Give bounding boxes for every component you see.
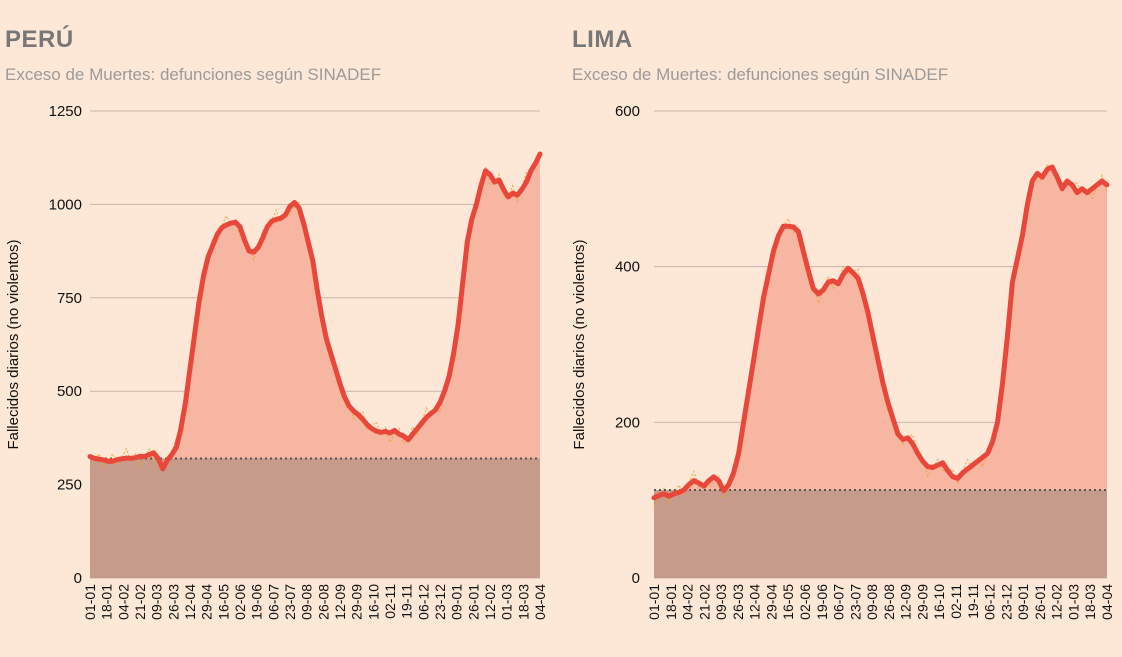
lima-x-tick-label: 26-03	[730, 584, 746, 620]
peru-x-tick-label: 12-02	[482, 584, 498, 620]
lima-x-tick-label: 01-01	[646, 584, 662, 620]
lima-x-tick-label: 06-07	[831, 584, 847, 620]
lima-y-tick-label: 600	[615, 103, 640, 120]
peru-x-tick-label: 12-09	[332, 584, 348, 620]
peru-x-tick-label: 19-06	[249, 584, 265, 620]
lima-x-tick-label: 12-09	[898, 584, 914, 620]
peru-x-tick-label: 09-08	[299, 584, 315, 620]
peru-x-tick-label: 19-11	[399, 584, 415, 619]
peru-x-tick-label: 12-04	[182, 584, 198, 620]
lima-x-tick-label: 18-01	[663, 584, 679, 620]
peru-y-tick-label: 750	[57, 290, 82, 307]
lima-x-tick-label: 09-03	[713, 584, 729, 620]
peru-x-tick-label: 02-11	[382, 584, 398, 619]
peru-x-tick-label: 18-01	[99, 584, 115, 620]
lima-x-tick-label: 26-08	[881, 584, 897, 620]
lima-x-tick-label: 29-09	[914, 584, 930, 620]
lima-y-tick-label: 400	[615, 259, 640, 276]
lima-x-tick-label: 04-04	[1099, 584, 1115, 620]
lima-x-tick-label: 12-02	[1049, 584, 1065, 620]
lima-x-tick-label: 04-02	[680, 584, 696, 620]
peru-x-tick-label: 26-01	[465, 584, 481, 620]
peru-y-tick-label: 0	[74, 570, 82, 587]
lima-y-tick-label: 200	[615, 414, 640, 431]
lima-x-tick-label: 06-12	[982, 584, 998, 620]
peru-series-line	[87, 151, 543, 472]
lima-baseline-band	[654, 490, 1107, 578]
peru-baseline-band	[90, 458, 540, 578]
peru-y-axis-label: Fallecidos diarios (no violentos)	[5, 239, 22, 449]
lima-x-tick-label: 16-05	[780, 584, 796, 620]
peru-x-tick-label: 18-03	[515, 584, 531, 620]
lima-x-tick-label: 16-10	[931, 584, 947, 620]
lima-x-tick-label: 01-03	[1065, 584, 1081, 620]
peru-x-tick-label: 29-09	[349, 584, 365, 620]
peru-x-tick-label: 09-01	[449, 584, 465, 620]
peru-x-tick-label: 01-03	[499, 584, 515, 620]
lima-x-tick-label: 23-12	[998, 584, 1014, 620]
peru-x-tick-label: 16-05	[215, 584, 231, 620]
peru-y-tick-label: 1000	[49, 196, 82, 213]
lima-x-tick-label: 29-04	[763, 584, 779, 620]
lima-x-tick-label: 18-03	[1082, 584, 1098, 620]
peru-x-tick-label: 09-03	[149, 584, 165, 620]
lima-y-tick-label: 0	[632, 570, 640, 587]
peru-x-tick-label: 04-02	[115, 584, 131, 620]
lima-x-tick-label: 19-06	[814, 584, 830, 620]
peru-x-tick-label: 06-07	[265, 584, 281, 620]
peru-x-tick-label: 02-06	[232, 584, 248, 620]
peru-x-tick-label: 01-01	[82, 584, 98, 620]
peru-chart-title: PERÚ	[5, 26, 74, 53]
peru-chart-subtitle: Exceso de Muertes: defunciones según SIN…	[5, 65, 382, 84]
lima-x-tick-label: 19-11	[965, 584, 981, 619]
peru-y-tick-label: 1250	[49, 103, 82, 120]
peru-x-tick-label: 29-04	[199, 584, 215, 620]
lima-x-tick-label: 02-11	[948, 584, 964, 619]
peru-x-tick-label: 26-03	[165, 584, 181, 620]
lima-x-tick-label: 23-07	[847, 584, 863, 620]
lima-x-tick-label: 09-08	[864, 584, 880, 620]
lima-x-tick-label: 26-01	[1032, 584, 1048, 620]
peru-y-tick-label: 500	[57, 383, 82, 400]
peru-x-tick-label: 23-12	[432, 584, 448, 620]
lima-x-tick-label: 21-02	[696, 584, 712, 620]
peru-x-tick-label: 23-07	[282, 584, 298, 620]
lima-chart-title: LIMA	[572, 26, 633, 53]
peru-x-tick-label: 26-08	[315, 584, 331, 620]
lima-y-axis-label: Fallecidos diarios (no violentos)	[571, 239, 588, 449]
peru-y-tick-label: 250	[57, 477, 82, 494]
peru-x-tick-label: 06-12	[415, 584, 431, 620]
lima-series-line	[651, 164, 1110, 501]
peru-x-tick-label: 16-10	[365, 584, 381, 620]
lima-chart-subtitle: Exceso de Muertes: defunciones según SIN…	[572, 65, 949, 84]
peru-x-tick-label: 21-02	[132, 584, 148, 620]
lima-x-tick-label: 12-04	[747, 584, 763, 620]
lima-x-tick-label: 02-06	[797, 584, 813, 620]
lima-x-tick-label: 09-01	[1015, 584, 1031, 620]
peru-x-tick-label: 04-04	[532, 584, 548, 620]
